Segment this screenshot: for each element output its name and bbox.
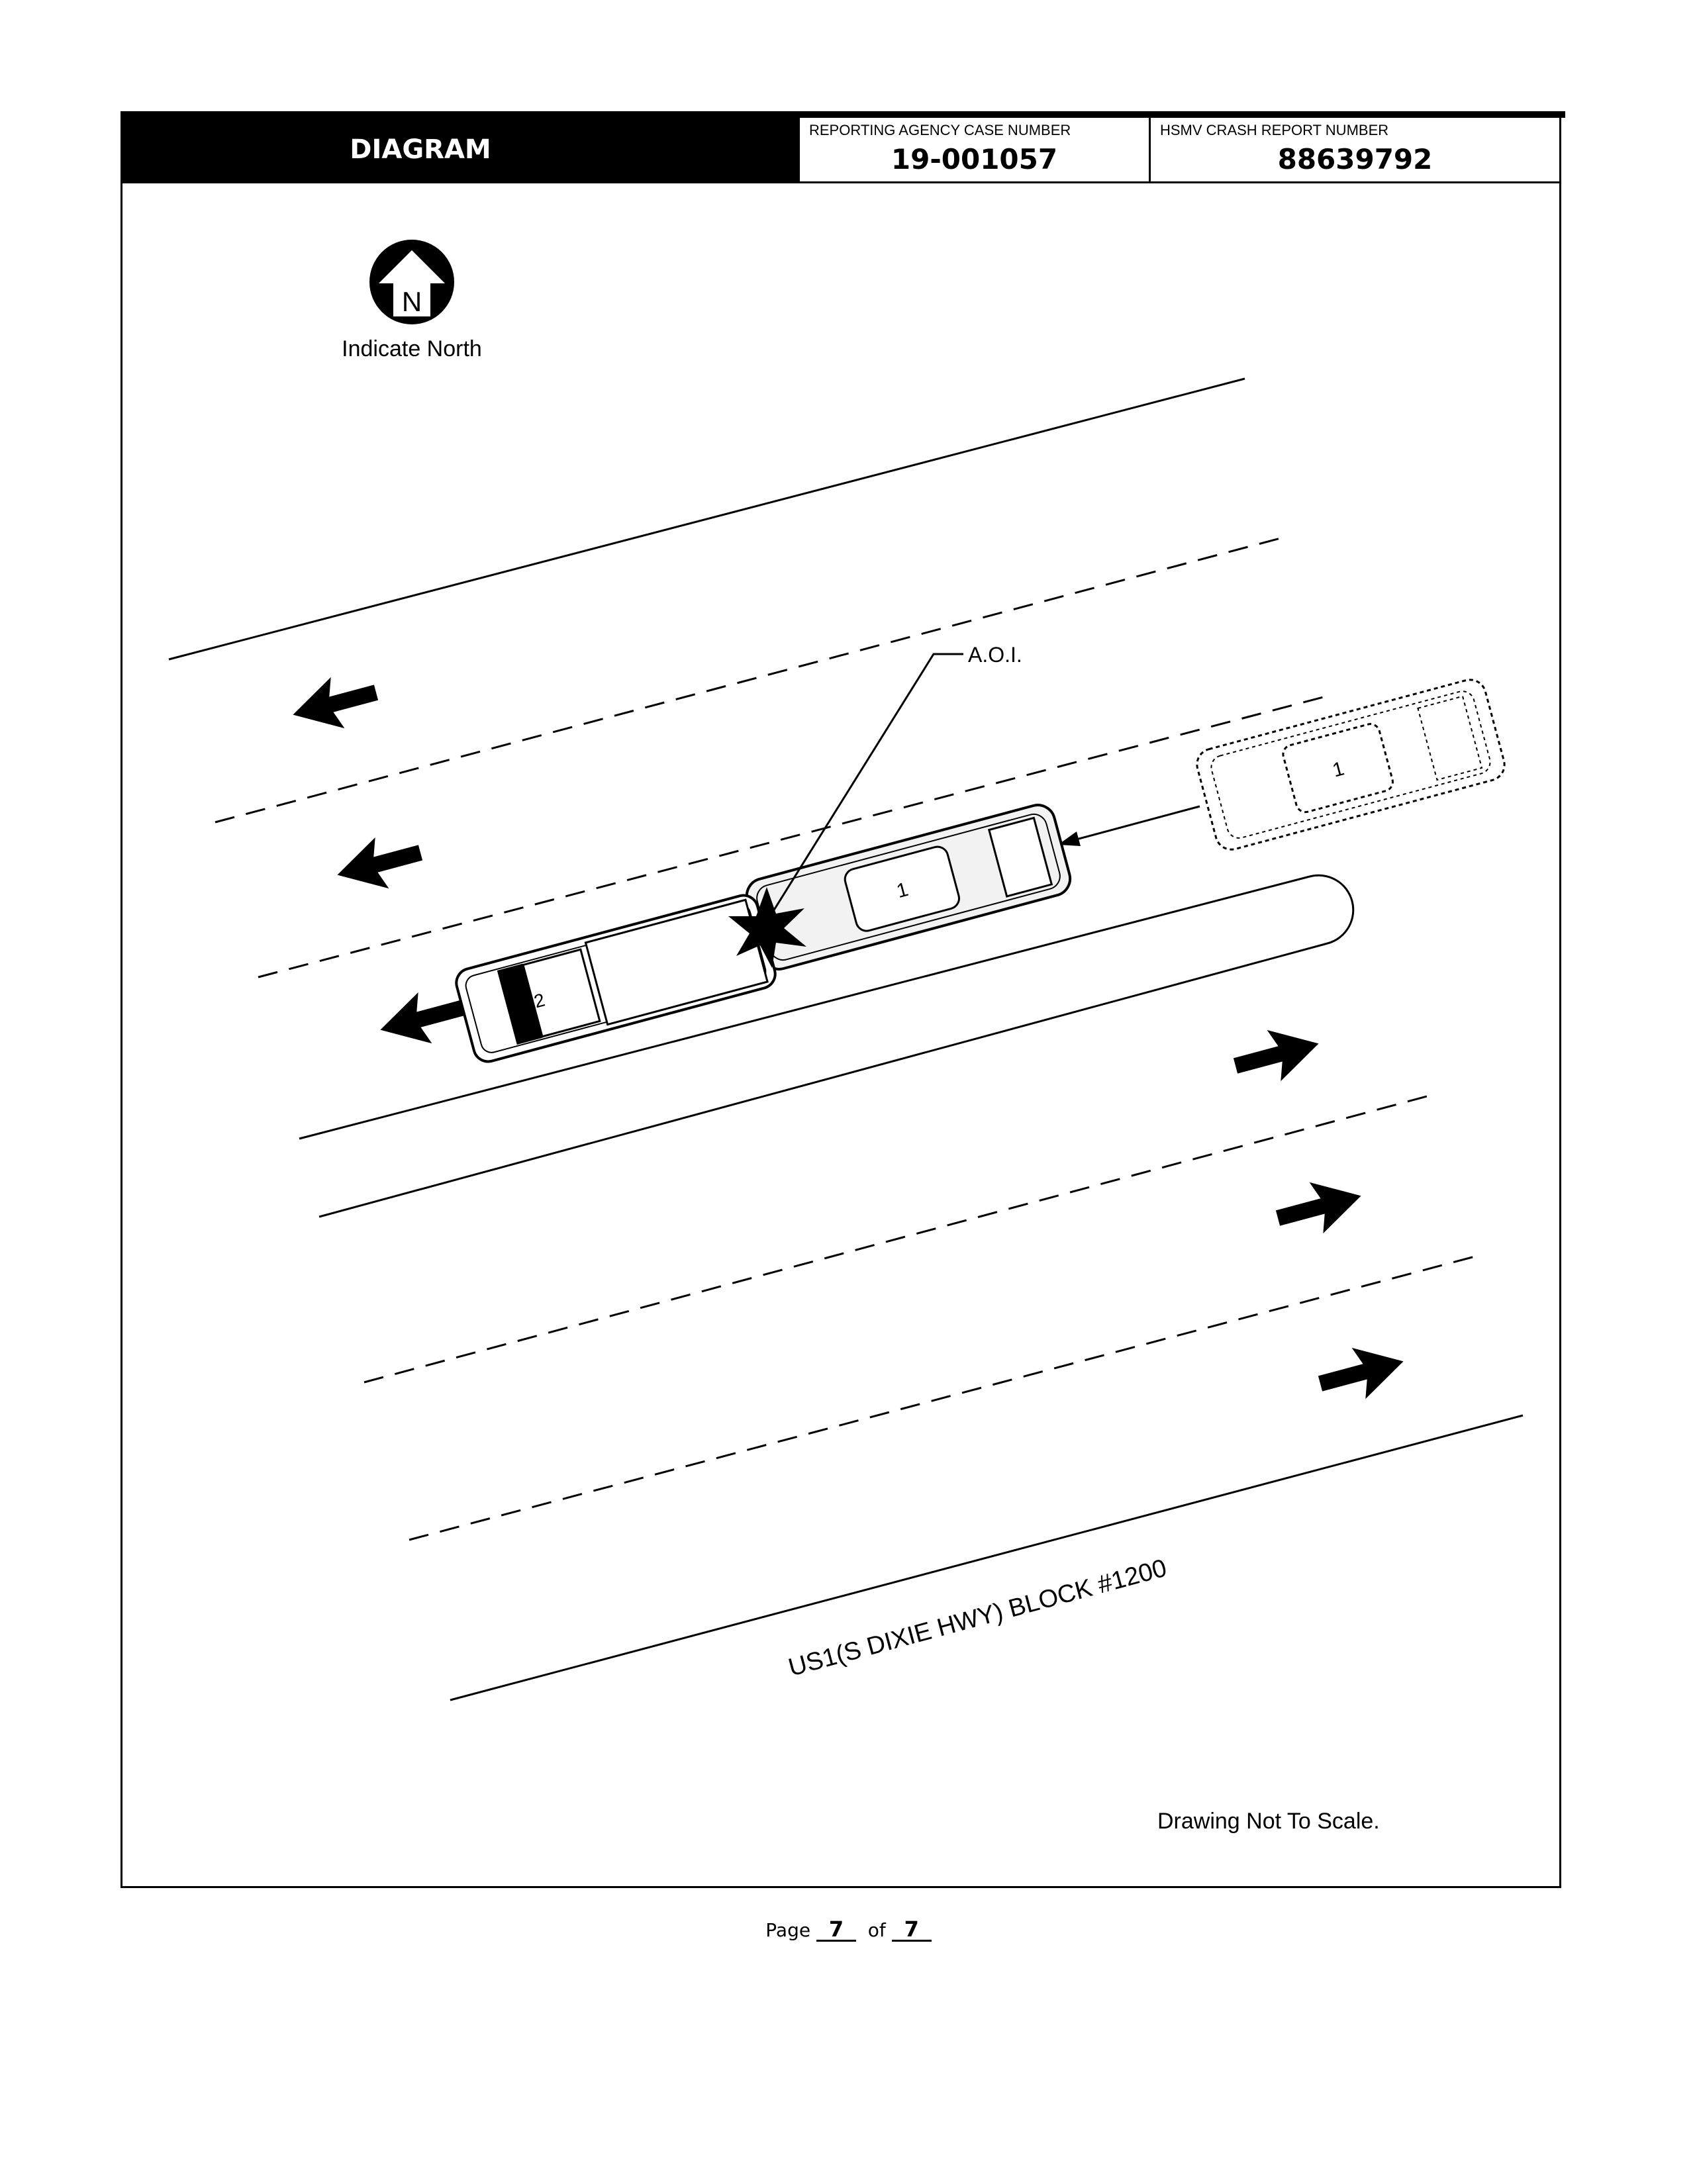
aoi-label: A.O.I. [968, 643, 1022, 667]
north-indicator: N Indicate North [342, 240, 482, 361]
westbound-arrow-icon [330, 827, 428, 901]
of-word: of [867, 1919, 886, 1941]
median [299, 874, 1355, 1218]
vehicle-2-label: 2 [532, 989, 547, 1012]
lane-line-4 [409, 1254, 1480, 1541]
page-current: 7 [816, 1919, 856, 1942]
lane-line-1 [215, 535, 1288, 824]
road-name-label: US1(S DIXIE HWY) BLOCK #1200 [785, 1554, 1169, 1682]
westbound-arrow-icon [286, 667, 383, 741]
road-south-edge [450, 1414, 1524, 1701]
north-label: Indicate North [342, 336, 482, 361]
page-total: 7 [891, 1919, 932, 1942]
lane-line-2 [258, 694, 1332, 978]
vehicle-1-prior-position: 1 [1196, 679, 1506, 851]
vehicle-2: 2 [455, 894, 777, 1063]
page-footer: Page 7 of 7 [0, 1919, 1697, 1942]
crash-report-value: 88639792 [1277, 143, 1433, 175]
case-number-label: REPORTING AGENCY CASE NUMBER [809, 122, 1071, 138]
travel-path-line [1071, 805, 1200, 842]
impact-star-icon [728, 887, 806, 968]
north-arrow-icon [379, 250, 445, 316]
crash-report-label: HSMV CRASH REPORT NUMBER [1160, 122, 1389, 138]
eastbound-arrow-icon [1313, 1335, 1410, 1409]
page-word: Page [765, 1919, 811, 1941]
case-number-value: 19-001057 [891, 143, 1058, 175]
westbound-arrow-icon [373, 982, 471, 1056]
road-north-edge [168, 377, 1245, 661]
vehicle-1: 1 [745, 804, 1072, 971]
north-letter: N [402, 286, 422, 317]
diagram-frame [121, 114, 1561, 1888]
lane-line-3 [364, 1092, 1437, 1384]
eastbound-arrow-icon [1271, 1170, 1368, 1244]
scale-note: Drawing Not To Scale. [1157, 1809, 1380, 1834]
section-title: DIAGRAM [122, 118, 798, 181]
travel-path-arrow-icon [1058, 831, 1081, 846]
aoi-leader-line [760, 653, 963, 931]
form-header: DIAGRAM REPORTING AGENCY CASE NUMBER 19-… [122, 118, 1559, 183]
eastbound-arrow-icon [1228, 1018, 1326, 1092]
crash-report-cell: HSMV CRASH REPORT NUMBER 88639792 [1149, 118, 1559, 181]
case-number-cell: REPORTING AGENCY CASE NUMBER 19-001057 [798, 118, 1149, 181]
